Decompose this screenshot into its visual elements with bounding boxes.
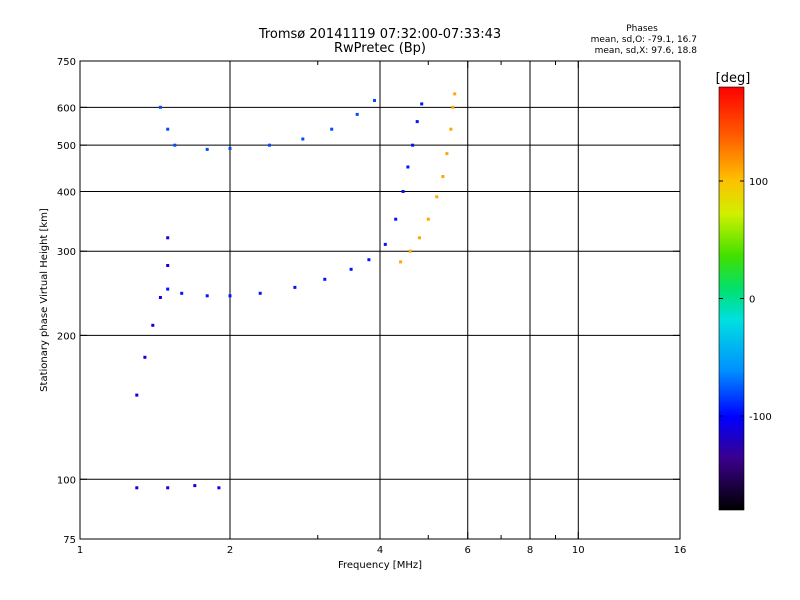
y-tick-label: 200 <box>57 331 76 342</box>
chart-subtitle: RwPretec (Bp) <box>334 41 426 56</box>
y-tick-label: 750 <box>57 57 76 68</box>
data-point <box>217 486 221 490</box>
x-tick-label: 4 <box>377 545 383 556</box>
data-point <box>449 127 453 131</box>
data-point <box>445 152 449 156</box>
axis-ticks <box>79 60 681 540</box>
x-tick-label: 16 <box>674 545 687 556</box>
data-point <box>293 285 297 289</box>
x-tick-label: 10 <box>572 545 585 556</box>
data-point <box>268 143 271 147</box>
data-point <box>418 236 421 240</box>
data-point <box>135 486 139 490</box>
chart-title: Tromsø 20141119 07:32:00-07:33:43 <box>258 27 501 42</box>
data-point <box>355 112 359 116</box>
data-point <box>135 393 139 397</box>
gridlines <box>80 61 680 539</box>
data-point <box>228 147 232 150</box>
x-axis-label: Frequency [MHz] <box>338 560 422 571</box>
data-point <box>415 120 419 124</box>
data-point <box>301 137 305 141</box>
data-point <box>441 175 445 178</box>
info-line-x: mean, sd,X: 97.6, 18.8 <box>595 46 698 56</box>
data-point <box>166 287 170 291</box>
data-point <box>399 260 403 264</box>
data-point <box>373 99 376 102</box>
data-point <box>158 296 162 299</box>
info-line-o: mean, sd,O: -79.1, 16.7 <box>591 35 697 45</box>
data-point <box>435 195 439 199</box>
data-point <box>383 242 387 246</box>
data-point <box>158 105 162 109</box>
colorbar-label: [deg] <box>716 71 751 86</box>
y-tick-label: 300 <box>57 247 76 258</box>
data-point <box>408 249 412 253</box>
data-point <box>173 143 177 147</box>
colorbar-tick-label: 100 <box>749 177 768 188</box>
y-tick-labels: 75 100 200 300 400 500 600 750 <box>57 57 76 546</box>
data-point <box>205 147 209 151</box>
data-point <box>420 102 424 106</box>
data-point <box>143 355 147 359</box>
x-tick-label: 1 <box>77 545 83 556</box>
data-point <box>394 217 398 221</box>
data-points <box>135 92 457 490</box>
data-point <box>166 236 170 240</box>
y-axis-label: Stationary phase Virtual Height [km] <box>39 208 50 392</box>
y-tick-label: 500 <box>57 141 76 152</box>
data-point <box>349 267 353 271</box>
data-point <box>453 92 457 96</box>
data-point <box>330 127 334 131</box>
data-point <box>367 258 371 262</box>
data-point <box>180 291 184 295</box>
colorbar-tick-label: -100 <box>749 412 772 423</box>
data-point <box>205 294 209 298</box>
data-point <box>411 143 415 147</box>
x-tick-labels: 1 2 4 6 8 10 16 <box>77 545 687 556</box>
y-tick-label: 600 <box>57 103 76 114</box>
data-point <box>166 264 170 267</box>
x-tick-label: 8 <box>527 545 533 556</box>
colorbar-ticks: -100 0 100 <box>719 177 772 423</box>
data-point <box>406 165 410 169</box>
data-point <box>451 105 455 109</box>
y-tick-label: 75 <box>63 535 76 546</box>
x-tick-label: 2 <box>227 545 233 556</box>
x-tick-label: 6 <box>465 545 471 556</box>
data-point <box>151 323 155 327</box>
data-point <box>323 277 327 281</box>
colorbar-tick-label: 0 <box>749 295 755 306</box>
data-point <box>166 486 170 490</box>
data-point <box>193 484 197 488</box>
colorbar-gradient <box>718 86 745 511</box>
y-tick-label: 100 <box>57 475 76 486</box>
colorbar: [deg] -100 0 100 <box>716 71 772 511</box>
info-header: Phases <box>626 24 658 34</box>
data-point <box>258 291 262 295</box>
data-point <box>228 294 232 298</box>
data-point <box>426 217 430 221</box>
plot-area: 1 2 4 6 8 10 16 75 100 200 300 400 500 600 750 <box>57 57 686 556</box>
y-tick-label: 400 <box>57 187 76 198</box>
data-point <box>166 127 170 131</box>
data-point <box>401 190 405 193</box>
